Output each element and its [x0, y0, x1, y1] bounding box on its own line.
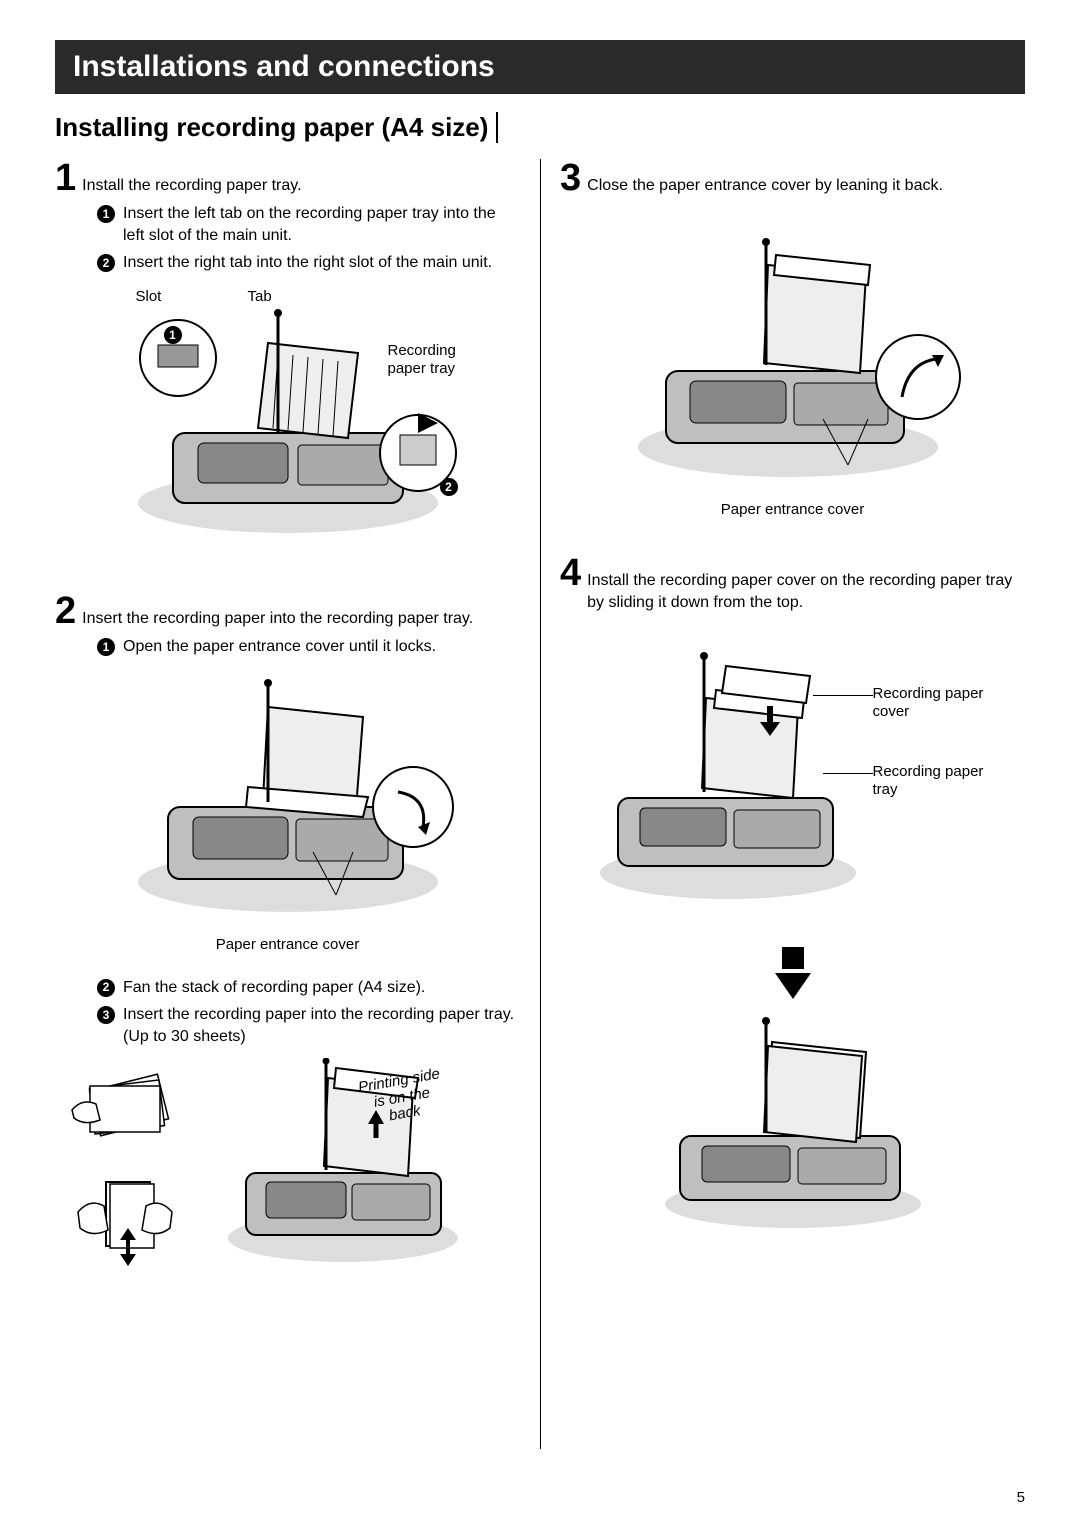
step-1: 1 Install the recording paper tray. 1 In… — [55, 159, 520, 568]
step-3: 3 Close the paper entrance cover by lean… — [560, 159, 1025, 518]
figure-caption: Paper entrance cover — [108, 936, 468, 953]
bullet-icon: 1 — [97, 205, 115, 223]
substep: 2 Fan the stack of recording paper (A4 s… — [97, 977, 520, 999]
bullet-icon: 2 — [97, 254, 115, 272]
figure-caption: Paper entrance cover — [613, 501, 973, 518]
substep-text: Insert the recording paper into the reco… — [123, 1004, 520, 1047]
figure-label-tray: Recording paper tray — [873, 763, 1003, 799]
substep: 3 Insert the recording paper into the re… — [97, 1004, 520, 1047]
fax-illustration-icon — [648, 1016, 938, 1241]
left-column: 1 Install the recording paper tray. 1 In… — [55, 159, 540, 1449]
right-column: 3 Close the paper entrance cover by lean… — [540, 159, 1025, 1449]
callout-2-icon: 2 — [440, 478, 458, 496]
step-text: Close the paper entrance cover by leanin… — [587, 175, 1025, 197]
figure-step4b — [643, 1013, 943, 1243]
page-number: 5 — [1017, 1489, 1025, 1506]
bullet-icon: 3 — [97, 1006, 115, 1024]
figure-step3 — [613, 237, 973, 497]
substep: 1 Insert the left tab on the recording p… — [97, 203, 520, 246]
section-header: Installations and connections — [55, 40, 1025, 94]
step-number: 1 — [55, 159, 76, 197]
figure-label-tab: Tab — [248, 288, 272, 306]
figure-label-slot: Slot — [136, 288, 162, 306]
figure-step4a: Recording paper cover Recording paper tr… — [583, 643, 1003, 923]
bullet-icon: 2 — [97, 979, 115, 997]
figure-step2a — [108, 672, 468, 932]
substep-text: Insert the left tab on the recording pap… — [123, 203, 520, 246]
figure-label-tray: Recording paper tray — [388, 342, 468, 378]
bullet-icon: 1 — [97, 638, 115, 656]
callout-1-icon: 1 — [164, 326, 182, 344]
figure-row-step2b: Printing side is on the back — [55, 1055, 520, 1275]
step-text: Install the recording paper tray. — [82, 175, 520, 197]
arrow-down-icon — [560, 947, 1025, 999]
fax-illustration-icon — [118, 677, 458, 927]
subsection-title: Installing recording paper (A4 size) — [55, 112, 498, 143]
figure-step1: Slot Tab Recording paper tray 1 2 — [108, 288, 468, 568]
step-number: 3 — [560, 159, 581, 197]
step-2: 2 Insert the recording paper into the re… — [55, 592, 520, 1275]
step-text: Install the recording paper cover on the… — [587, 570, 1025, 613]
figure-insert-paper: Printing side is on the back — [213, 1055, 473, 1275]
step-number: 2 — [55, 592, 76, 630]
substep: 2 Insert the right tab into the right sl… — [97, 252, 520, 274]
substep-text: Insert the right tab into the right slot… — [123, 252, 492, 274]
fan-paper-icon — [55, 1055, 195, 1155]
substep-text: Open the paper entrance cover until it l… — [123, 636, 436, 658]
figure-label-cover: Recording paper cover — [873, 685, 1003, 721]
align-paper-icon — [55, 1169, 195, 1269]
substep: 1 Open the paper entrance cover until it… — [97, 636, 520, 658]
step-number: 4 — [560, 554, 581, 592]
step-text: Insert the recording paper into the reco… — [82, 608, 520, 630]
fax-illustration-icon — [618, 237, 968, 497]
step-4: 4 Install the recording paper cover on t… — [560, 554, 1025, 1243]
substep-text: Fan the stack of recording paper (A4 siz… — [123, 977, 425, 999]
fax-illustration-icon — [588, 648, 878, 918]
